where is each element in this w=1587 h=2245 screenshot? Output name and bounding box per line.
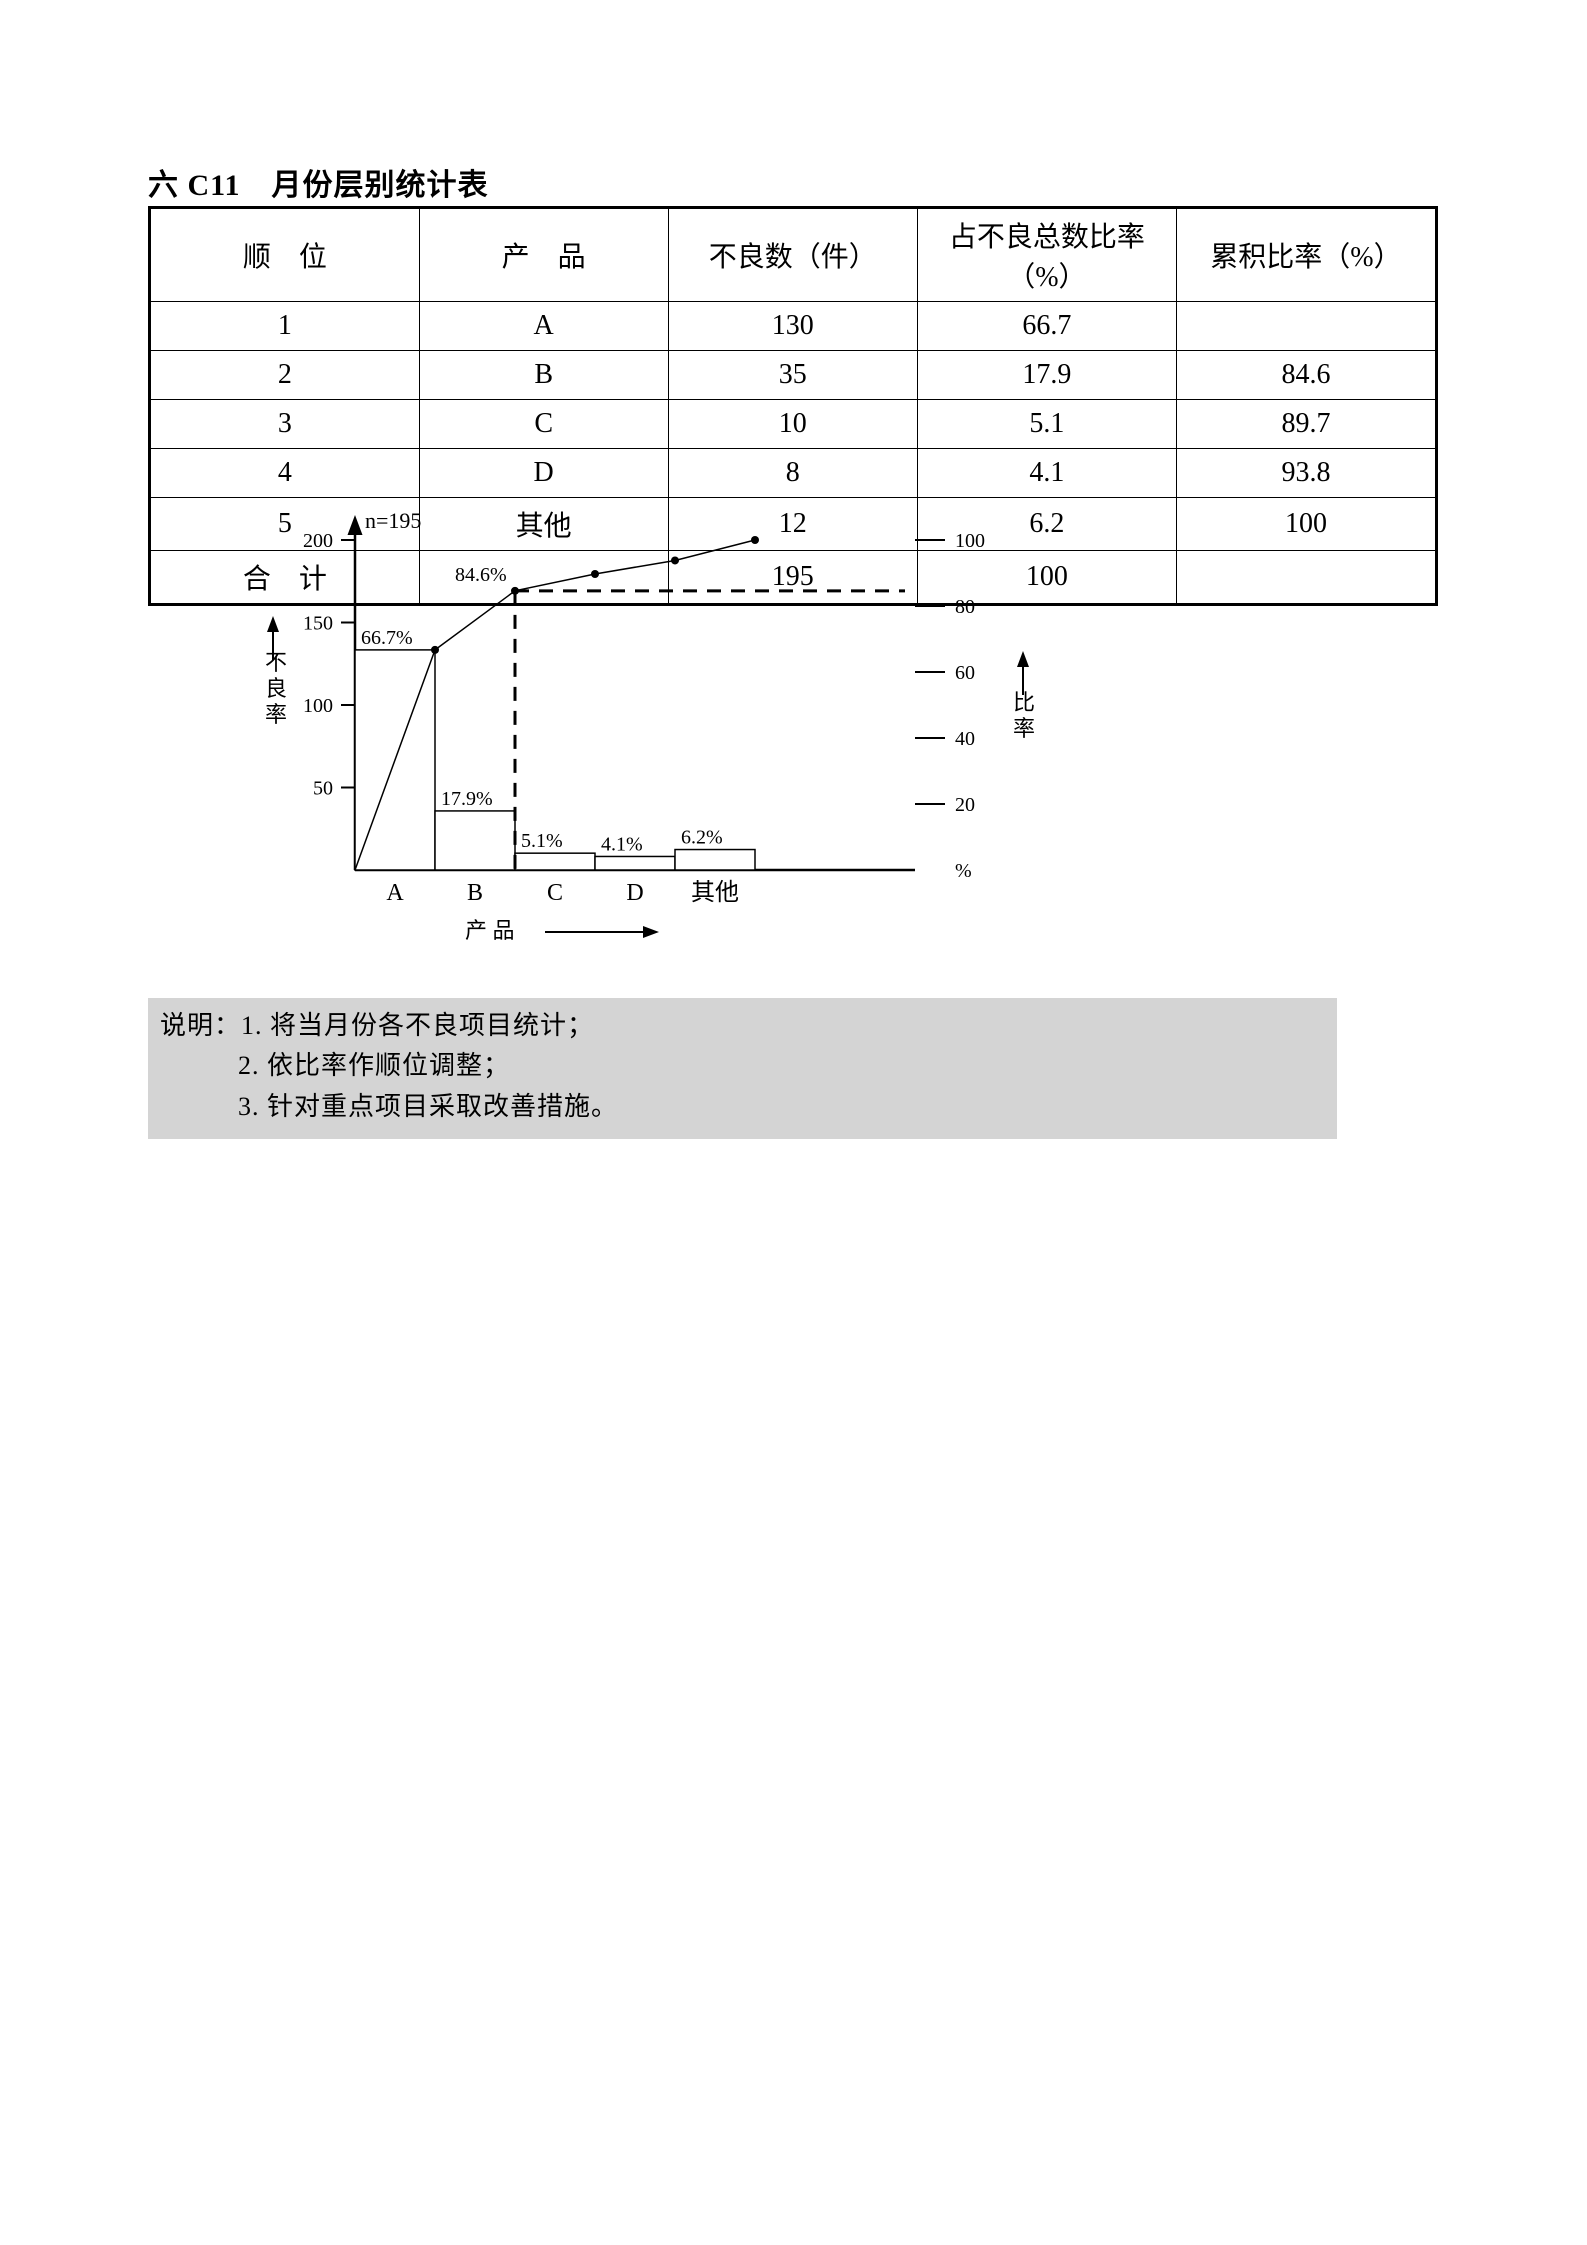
svg-text:5.1%: 5.1% xyxy=(521,830,563,852)
notes-prefix: 说明： xyxy=(160,1011,241,1040)
table-row: 1A13066.7 xyxy=(150,302,1437,351)
svg-text:B: B xyxy=(467,880,483,906)
table-cell: 84.6 xyxy=(1176,351,1436,400)
table-row: 3C105.189.7 xyxy=(150,400,1437,449)
table-cell: 89.7 xyxy=(1176,400,1436,449)
notes-item-3: 3. 针对重点项目采取改善措施。 xyxy=(160,1087,1325,1127)
svg-text:n=195: n=195 xyxy=(365,508,421,533)
th-pct: 占不良总数比率（%） xyxy=(917,208,1176,302)
table-row: 2B3517.984.6 xyxy=(150,351,1437,400)
page-title: 六 C11 月份层别统计表 xyxy=(148,160,489,204)
svg-text:良: 良 xyxy=(265,676,287,701)
table-cell: 93.8 xyxy=(1176,449,1436,498)
th-cum: 累积比率（%） xyxy=(1176,208,1436,302)
table-cell: B xyxy=(419,351,668,400)
table-cell: 10 xyxy=(668,400,917,449)
notes-line-1: 说明：1. 将当月份各不良项目统计； xyxy=(160,1006,1325,1046)
svg-text:40: 40 xyxy=(955,728,975,750)
svg-text:20: 20 xyxy=(955,794,975,816)
table-row: 4D84.193.8 xyxy=(150,449,1437,498)
svg-text:66.7%: 66.7% xyxy=(361,627,413,649)
svg-text:C: C xyxy=(547,880,563,906)
svg-text:100: 100 xyxy=(303,695,333,717)
svg-text:A: A xyxy=(386,880,404,906)
table-cell: 2 xyxy=(150,351,420,400)
table-cell: 100 xyxy=(1176,498,1436,551)
svg-text:其他: 其他 xyxy=(691,879,739,906)
table-cell: 66.7 xyxy=(917,302,1176,351)
svg-text:D: D xyxy=(626,880,643,906)
svg-text:100: 100 xyxy=(955,530,985,552)
notes-item-1: 1. 将当月份各不良项目统计； xyxy=(241,1011,594,1040)
table-cell: 3 xyxy=(150,400,420,449)
svg-text:80: 80 xyxy=(955,596,975,618)
notes-item-2: 2. 依比率作顺位调整； xyxy=(160,1046,1325,1086)
svg-text:%: % xyxy=(955,860,972,882)
svg-text:150: 150 xyxy=(303,613,333,635)
table-cell: 4.1 xyxy=(917,449,1176,498)
th-product: 产 品 xyxy=(419,208,668,302)
table-cell: 4 xyxy=(150,449,420,498)
table-header-row: 顺 位 产 品 不良数（件） 占不良总数比率（%） 累积比率（%） xyxy=(150,208,1437,302)
svg-text:6.2%: 6.2% xyxy=(681,827,723,849)
svg-text:不: 不 xyxy=(265,650,287,675)
table-cell: 17.9 xyxy=(917,351,1176,400)
th-defects: 不良数（件） xyxy=(668,208,917,302)
svg-text:60: 60 xyxy=(955,662,975,684)
table-cell: 5.1 xyxy=(917,400,1176,449)
table-cell: 35 xyxy=(668,351,917,400)
svg-text:比: 比 xyxy=(1013,690,1035,715)
table-cell: 8 xyxy=(668,449,917,498)
svg-text:率: 率 xyxy=(265,702,287,727)
notes-box: 说明：1. 将当月份各不良项目统计； 2. 依比率作顺位调整； 3. 针对重点项… xyxy=(148,998,1337,1139)
table-cell: A xyxy=(419,302,668,351)
svg-text:50: 50 xyxy=(313,778,333,800)
svg-text:84.6%: 84.6% xyxy=(455,564,507,586)
table-cell: C xyxy=(419,400,668,449)
th-rank: 顺 位 xyxy=(150,208,420,302)
pareto-chart: n=19550100150200不良率20406080100%比率66.7%A1… xyxy=(225,500,1175,960)
table-cell xyxy=(1176,551,1436,605)
svg-text:4.1%: 4.1% xyxy=(601,833,643,855)
table-cell: 130 xyxy=(668,302,917,351)
svg-text:200: 200 xyxy=(303,530,333,552)
page: 六 C11 月份层别统计表 顺 位 产 品 不良数（件） 占不良总数比率（%） … xyxy=(0,0,1587,2245)
svg-text:17.9%: 17.9% xyxy=(441,788,493,810)
table-cell xyxy=(1176,302,1436,351)
svg-text:率: 率 xyxy=(1013,716,1035,741)
svg-text:产 品: 产 品 xyxy=(465,918,515,943)
table-cell: D xyxy=(419,449,668,498)
table-cell: 1 xyxy=(150,302,420,351)
